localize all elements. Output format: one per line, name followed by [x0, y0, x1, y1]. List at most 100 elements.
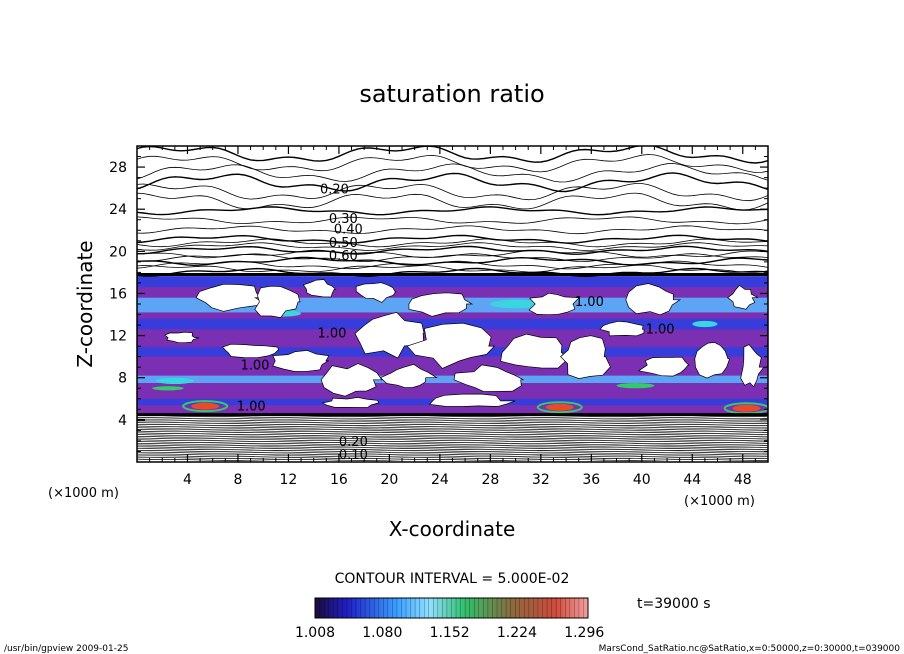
field-hotspot: [545, 403, 574, 411]
field-band: [137, 274, 768, 288]
contour-line: [137, 416, 768, 418]
x-tick-label: 36: [582, 472, 600, 488]
unsaturated-blob: [355, 282, 397, 303]
contour-line: [137, 183, 768, 202]
contour-line: [137, 437, 768, 440]
contour-line: [137, 238, 768, 248]
contour-line: [137, 433, 768, 436]
x-tick-label: 40: [633, 472, 651, 488]
contour-labels: 0.20 0.300.400.500.60 1.00 1.00 1.00 1.00 1.00…: [237, 182, 675, 462]
x-axis-unit-right: (×1000 m): [684, 494, 755, 509]
contour-line: [137, 245, 768, 255]
field-hotspot-ring: [182, 400, 229, 413]
contour-line: [137, 455, 768, 458]
unsaturated-blob: [320, 363, 383, 397]
field-highlight: [692, 320, 718, 328]
contour-line: [137, 426, 768, 429]
unsaturated-blob: [379, 363, 438, 388]
contour-line: [137, 256, 768, 267]
x-tick-label: 28: [481, 472, 499, 488]
unsaturated-blob: [727, 284, 759, 310]
contour-line: [137, 453, 768, 456]
contour-line: [137, 419, 768, 422]
contour-label: 1.00: [317, 327, 346, 342]
contour-line: [137, 242, 768, 251]
x-tick-label: 20: [380, 472, 398, 488]
unsaturated-blob: [500, 333, 567, 369]
field-highlight: [616, 383, 655, 389]
unsaturated-blob: [195, 283, 268, 312]
x-tick-label: 24: [431, 472, 449, 488]
unsaturated-blob: [406, 322, 496, 369]
colorbar-tick-label: 1.152: [430, 625, 470, 641]
contour-line: [137, 448, 768, 451]
contour-line: [137, 435, 768, 438]
contour-line: [137, 439, 768, 442]
contour-label: 0.60: [329, 249, 358, 264]
contour-line: [137, 249, 768, 259]
unsaturated-blob: [740, 344, 765, 388]
contour-line: [137, 424, 768, 427]
contour-line: [137, 446, 768, 449]
x-tick-label: 32: [532, 472, 550, 488]
contour-line: [137, 146, 768, 164]
contour-line: [137, 225, 768, 235]
contour-interval-label: CONTOUR INTERVAL = 5.000E-02: [335, 571, 570, 587]
contour-line: [137, 264, 768, 273]
contour-line: [137, 267, 768, 278]
contour-label: 0.50: [329, 236, 358, 251]
field-highlight: [490, 299, 541, 309]
footer-left: /usr/bin/gpview 2009-01-25: [4, 644, 128, 654]
contour-label: 0.20: [320, 182, 349, 197]
unsaturated-blob: [302, 279, 337, 298]
contour-line: [137, 444, 768, 447]
contour-line: [137, 154, 768, 173]
contour-line: [137, 457, 768, 459]
contour-line: [137, 172, 768, 193]
plot-field: [137, 146, 768, 461]
y-tick-label: 24: [109, 202, 127, 218]
contour-line: [137, 421, 768, 424]
contour-label: 0.20: [339, 435, 368, 450]
contour-line: [137, 192, 768, 211]
contour-label: 0.40: [334, 222, 363, 237]
contour-line: [137, 234, 768, 244]
contour-line: [137, 417, 768, 420]
y-tick-label: 4: [118, 413, 127, 429]
field-hotspot-ring: [536, 401, 583, 414]
colorbar-ticks: 1.008 1.080 1.152 1.224 1.296: [295, 625, 604, 641]
unsaturated-blob: [637, 356, 690, 377]
unsaturated-blob: [453, 364, 524, 392]
colorbar-tick-label: 1.008: [295, 625, 335, 641]
colorbar-tick-label: 1.296: [564, 625, 604, 641]
colorbar-tick-label: 1.224: [497, 625, 537, 641]
y-tick-label: 20: [109, 244, 127, 260]
contour-line: [137, 432, 768, 434]
unsaturated-blob: [625, 283, 682, 316]
y-tick-label: 8: [118, 371, 127, 387]
y-axis-label: Z-coordinate: [73, 240, 97, 367]
unsaturated-blob: [321, 397, 380, 408]
field-highlight: [155, 377, 194, 385]
contour-label: 1.00: [646, 322, 675, 337]
x-tick-label: 44: [683, 472, 701, 488]
unsaturated-blob: [599, 320, 645, 337]
unsaturated-blob: [254, 285, 301, 318]
contour-line: [137, 216, 768, 225]
contour-line: [137, 441, 768, 443]
colorbar-tick-label: 1.080: [362, 625, 402, 641]
contour-label: 1.00: [575, 295, 604, 310]
x-axis: 4 8 12 16 20 24 28 32 36 40 44 48: [149, 146, 756, 488]
x-axis-label: X-coordinate: [389, 517, 516, 541]
y-axis: 4 8 12 16 20 24 28: [109, 156, 768, 452]
unsaturated-blob: [354, 311, 425, 359]
contour-label: 0.10: [339, 448, 368, 463]
contour-line: [137, 423, 768, 425]
footer-right: MarsCond_SatRatio.nc@SatRatio,x=0:50000,…: [599, 644, 901, 654]
field-hotspot: [732, 404, 761, 412]
field-band: [137, 375, 768, 383]
unsaturated-blob: [560, 335, 611, 379]
y-tick-label: 12: [109, 329, 127, 345]
unsaturated-blob: [221, 343, 279, 359]
